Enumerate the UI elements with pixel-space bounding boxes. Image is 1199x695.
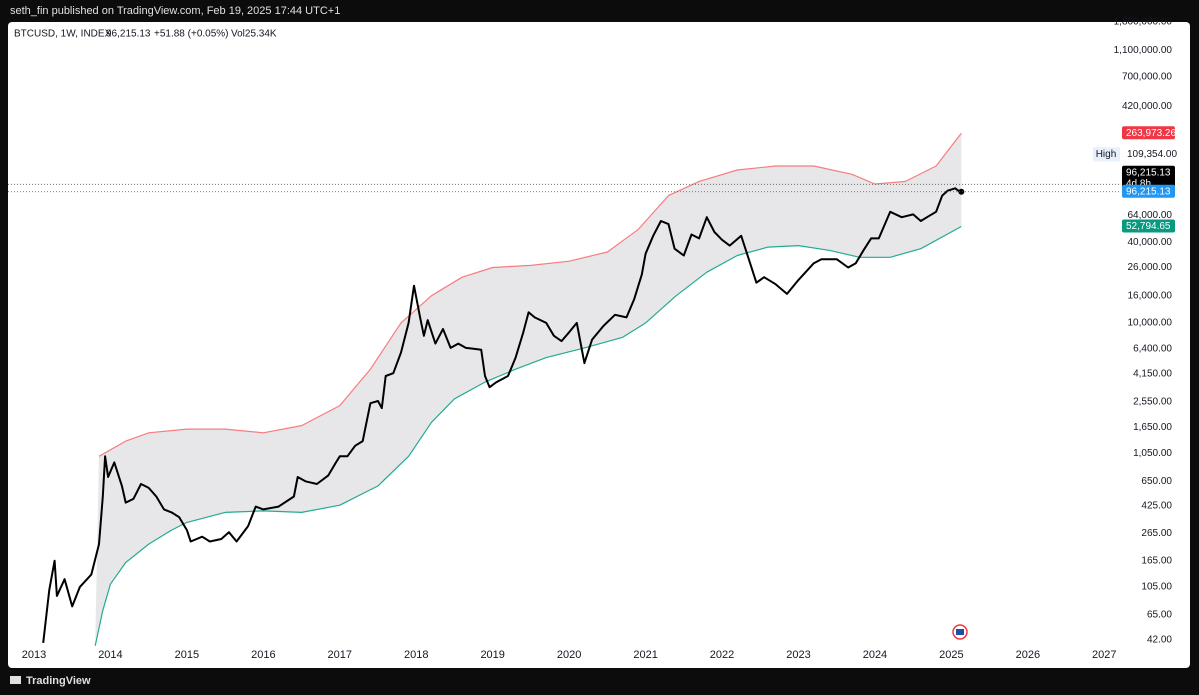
x-tick-label: 2022 <box>710 649 734 661</box>
y-tick-label: 1,800,000.00 <box>1114 17 1173 28</box>
x-tick-label: 2017 <box>328 649 352 661</box>
y-tick-label: 42.00 <box>1147 635 1172 646</box>
y-tick-label: 16,000.00 <box>1128 290 1173 301</box>
x-tick-label: 2013 <box>22 649 46 661</box>
y-tick-label: 65.00 <box>1147 609 1172 620</box>
high-name-box <box>1093 147 1120 162</box>
footer-brand: TradingView <box>26 675 91 687</box>
high-value: 109,354.00 <box>1127 149 1177 160</box>
chart-panel <box>8 22 1190 668</box>
y-tick-label: 2,550.00 <box>1133 397 1172 408</box>
countdown: 4d 8h <box>1126 178 1151 189</box>
y-tick-label: 165.00 <box>1141 555 1172 566</box>
logo-mark <box>10 676 21 684</box>
volume: Vol25.34K <box>231 29 277 40</box>
y-tick-label: 425.00 <box>1141 501 1172 512</box>
last-price: 96,215.13 <box>106 29 151 40</box>
series-line <box>42 187 962 644</box>
y-tick-label: 64,000.00 <box>1128 210 1173 221</box>
symbol: BTCUSD, 1W, INDEX <box>14 29 112 40</box>
x-tick-label: 2021 <box>633 649 657 661</box>
y-tick-label: 6,400.00 <box>1133 343 1172 354</box>
series-line <box>98 132 962 457</box>
x-tick-label: 2024 <box>863 649 887 661</box>
x-tick-label: 2018 <box>404 649 428 661</box>
last-point <box>958 188 965 195</box>
y-tick-label: 26,000.00 <box>1128 262 1173 273</box>
x-tick-label: 2014 <box>98 649 122 661</box>
flag-body <box>956 629 964 635</box>
x-tick-label: 2023 <box>786 649 810 661</box>
publish-header: seth_fin published on TradingView.com, F… <box>10 5 340 17</box>
price-label-box <box>1122 219 1175 233</box>
price-label: 52,794.65 <box>1126 221 1171 232</box>
x-tick-label: 2027 <box>1092 649 1116 661</box>
y-tick-label: 10,000.00 <box>1128 318 1173 329</box>
y-tick-label: 265.00 <box>1141 528 1172 539</box>
price-label: 96,215.13 <box>1126 167 1171 178</box>
y-tick-label: 105.00 <box>1141 582 1172 593</box>
price-label-box <box>1122 126 1175 140</box>
x-tick-label: 2020 <box>557 649 581 661</box>
y-tick-label: 700,000.00 <box>1122 71 1172 82</box>
price-label-box <box>1122 165 1175 190</box>
series-line <box>94 225 962 646</box>
price-label: 96,215.13 <box>1126 186 1171 197</box>
high-name: High <box>1096 149 1117 160</box>
y-tick-label: 1,050.00 <box>1133 448 1172 459</box>
logo <box>10 676 21 684</box>
y-tick-label: 40,000.00 <box>1128 237 1173 248</box>
x-tick-label: 2019 <box>480 649 504 661</box>
y-tick-label: 1,100,000.00 <box>1114 45 1173 56</box>
change: +51.88 (+0.05%) <box>154 29 229 40</box>
y-tick-label: 420,000.00 <box>1122 101 1172 112</box>
x-tick-label: 2015 <box>175 649 199 661</box>
price-label: 263,973.26 <box>1126 128 1176 139</box>
y-tick-label: 650.00 <box>1141 476 1172 487</box>
event-flag <box>952 624 968 640</box>
price-label-box <box>1122 184 1175 198</box>
x-tick-label: 2026 <box>1016 649 1040 661</box>
x-tick-label: 2016 <box>251 649 275 661</box>
y-tick-label: 4,150.00 <box>1133 369 1172 380</box>
x-tick-label: 2025 <box>939 649 963 661</box>
y-tick-label: 1,650.00 <box>1133 422 1172 433</box>
